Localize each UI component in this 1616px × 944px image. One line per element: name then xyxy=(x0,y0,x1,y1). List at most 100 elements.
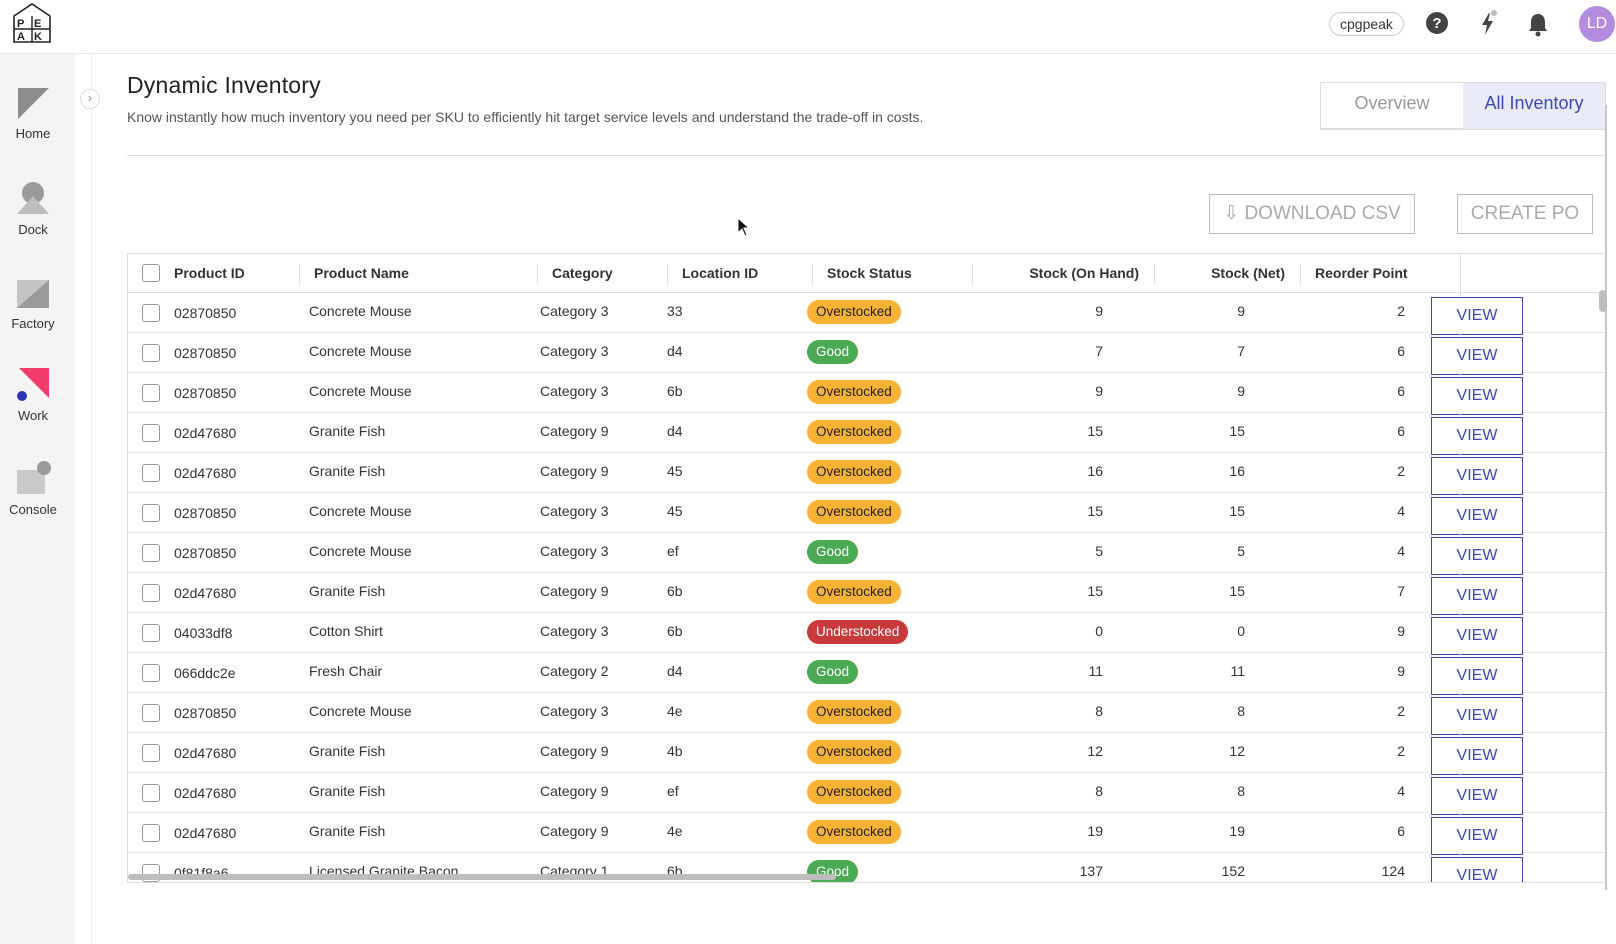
location-id-cell: 6b xyxy=(667,623,683,639)
view-button[interactable]: VIEW xyxy=(1431,737,1523,775)
tab-overview[interactable]: Overview xyxy=(1354,93,1430,113)
column-header-stock-on-hand[interactable]: Stock (On Hand) xyxy=(1029,265,1139,281)
view-button[interactable]: VIEW xyxy=(1431,777,1523,815)
stock-on-hand-cell: 15 xyxy=(1087,503,1103,519)
stock-on-hand-cell: 7 xyxy=(1095,343,1103,359)
view-button[interactable]: VIEW xyxy=(1431,617,1523,655)
category-cell: Category 9 xyxy=(540,823,609,839)
table-row[interactable]: 02d47680 Granite Fish Category 9 4b Overstoc… xyxy=(128,733,1606,775)
view-button[interactable]: VIEW xyxy=(1431,697,1523,735)
column-header-product-id[interactable]: Product ID xyxy=(174,265,245,281)
location-id-cell: 45 xyxy=(667,463,683,479)
user-avatar[interactable]: LD xyxy=(1579,6,1615,42)
column-header-stock-net[interactable]: Stock (Net) xyxy=(1211,265,1285,281)
column-header-product-name[interactable]: Product Name xyxy=(314,265,409,281)
view-button[interactable]: VIEW xyxy=(1431,457,1523,495)
table-row[interactable]: 066ddc2e Fresh Chair Category 2 d4 Good 11 11 9… xyxy=(128,653,1606,695)
stock-net-cell: 16 xyxy=(1229,463,1245,479)
table-row[interactable]: 02870850 Concrete Mouse Category 3 6b Overst… xyxy=(128,373,1606,415)
create-po-button[interactable]: CREATE PO xyxy=(1457,194,1593,234)
select-all-checkbox[interactable] xyxy=(142,264,160,282)
column-header-location-id[interactable]: Location ID xyxy=(682,265,759,281)
table-row[interactable]: 02d47680 Granite Fish Category 9 6b Overstoc… xyxy=(128,573,1606,615)
table-row[interactable]: 02870850 Concrete Mouse Category 3 45 Overst… xyxy=(128,493,1606,535)
notifications-bell-icon[interactable] xyxy=(1525,10,1551,38)
category-cell: Category 3 xyxy=(540,383,609,399)
row-checkbox[interactable] xyxy=(142,424,160,442)
horizontal-scrollbar[interactable] xyxy=(128,874,836,880)
nav-item-factory[interactable]: Factory xyxy=(0,274,66,354)
view-button[interactable]: VIEW xyxy=(1431,497,1523,535)
nav-item-console[interactable]: Console xyxy=(0,460,66,540)
product-id-cell: 02870850 xyxy=(174,705,237,721)
row-checkbox[interactable] xyxy=(142,704,160,722)
help-icon[interactable]: ? xyxy=(1424,10,1450,38)
row-checkbox[interactable] xyxy=(142,624,160,642)
product-id-cell: 02d47680 xyxy=(174,585,237,601)
table-row[interactable]: 04033df8 Cotton Shirt Category 3 6b Understo… xyxy=(128,613,1606,655)
row-checkbox[interactable] xyxy=(142,304,160,322)
table-row[interactable]: 02870850 Concrete Mouse Category 3 4e Overst… xyxy=(128,693,1606,735)
stock-on-hand-cell: 0 xyxy=(1095,623,1103,639)
lightning-icon[interactable] xyxy=(1475,10,1501,38)
nav-item-home[interactable]: Home xyxy=(0,86,66,166)
view-button[interactable]: VIEW xyxy=(1431,817,1523,855)
stock-net-cell: 12 xyxy=(1229,743,1245,759)
chevron-right-icon: › xyxy=(88,91,92,105)
table-row[interactable]: 02d47680 Granite Fish Category 9 45 Overstoc… xyxy=(128,453,1606,495)
stock-net-cell: 11 xyxy=(1230,663,1245,679)
row-checkbox[interactable] xyxy=(142,824,160,842)
product-id-cell: 02870850 xyxy=(174,345,237,361)
category-cell: Category 3 xyxy=(540,703,609,719)
stock-on-hand-cell: 11 xyxy=(1088,663,1103,679)
view-button[interactable]: VIEW xyxy=(1431,537,1523,575)
tenant-switcher[interactable]: cpgpeak xyxy=(1329,12,1404,36)
location-id-cell: 33 xyxy=(667,303,683,319)
page-subtitle: Know instantly how much inventory you ne… xyxy=(127,109,924,125)
row-checkbox[interactable] xyxy=(142,504,160,522)
view-button[interactable]: VIEW xyxy=(1431,377,1523,415)
column-header-reorder-point[interactable]: Reorder Point xyxy=(1315,265,1408,281)
svg-text:E: E xyxy=(34,18,41,30)
column-header-stock-status[interactable]: Stock Status xyxy=(827,265,912,281)
row-checkbox[interactable] xyxy=(142,384,160,402)
row-checkbox[interactable] xyxy=(142,344,160,362)
mouse-cursor-icon xyxy=(737,217,751,237)
table-row[interactable]: 02870850 Concrete Mouse Category 3 ef Good 5 5… xyxy=(128,533,1606,575)
reorder-point-cell: 9 xyxy=(1397,623,1405,639)
peak-logo[interactable]: P E A K xyxy=(10,2,54,46)
table-row[interactable]: 02870850 Concrete Mouse Category 3 33 Overst… xyxy=(128,293,1606,335)
stock-on-hand-cell: 16 xyxy=(1087,463,1103,479)
product-id-cell: 02870850 xyxy=(174,505,237,521)
vertical-scrollbar[interactable] xyxy=(1599,290,1607,312)
view-button[interactable]: VIEW xyxy=(1431,857,1523,882)
tab-all-inventory[interactable]: All Inventory xyxy=(1463,83,1605,129)
product-name-cell: Concrete Mouse xyxy=(309,503,412,519)
table-row[interactable]: 02d47680 Granite Fish Category 9 d4 Overstoc… xyxy=(128,413,1606,455)
row-checkbox[interactable] xyxy=(142,544,160,562)
category-cell: Category 3 xyxy=(540,623,609,639)
nav-label-factory: Factory xyxy=(11,316,55,331)
row-checkbox[interactable] xyxy=(142,664,160,682)
table-row[interactable]: 02d47680 Granite Fish Category 9 ef Overstoc… xyxy=(128,773,1606,815)
table-row[interactable]: 02d47680 Granite Fish Category 9 4e Overstoc… xyxy=(128,813,1606,855)
table-row[interactable]: 02870850 Concrete Mouse Category 3 d4 Good 7 7… xyxy=(128,333,1606,375)
nav-item-work[interactable]: Work xyxy=(0,366,66,446)
nav-item-dock[interactable]: Dock xyxy=(0,180,66,260)
collapse-nav-button[interactable]: › xyxy=(80,89,100,109)
view-button[interactable]: VIEW xyxy=(1431,337,1523,375)
column-header-category[interactable]: Category xyxy=(552,265,613,281)
nav-label-home: Home xyxy=(15,126,51,141)
row-checkbox[interactable] xyxy=(142,584,160,602)
page-title: Dynamic Inventory xyxy=(127,72,321,98)
row-checkbox[interactable] xyxy=(142,744,160,762)
stock-net-cell: 0 xyxy=(1237,623,1245,639)
view-button[interactable]: VIEW xyxy=(1431,417,1523,455)
view-button[interactable]: VIEW xyxy=(1431,297,1523,335)
view-button[interactable]: VIEW xyxy=(1431,657,1523,695)
stock-status-badge: Overstocked xyxy=(807,700,901,724)
download-csv-button[interactable]: ⇩ DOWNLOAD CSV xyxy=(1209,194,1415,234)
row-checkbox[interactable] xyxy=(142,784,160,802)
row-checkbox[interactable] xyxy=(142,464,160,482)
view-button[interactable]: VIEW xyxy=(1431,577,1523,615)
